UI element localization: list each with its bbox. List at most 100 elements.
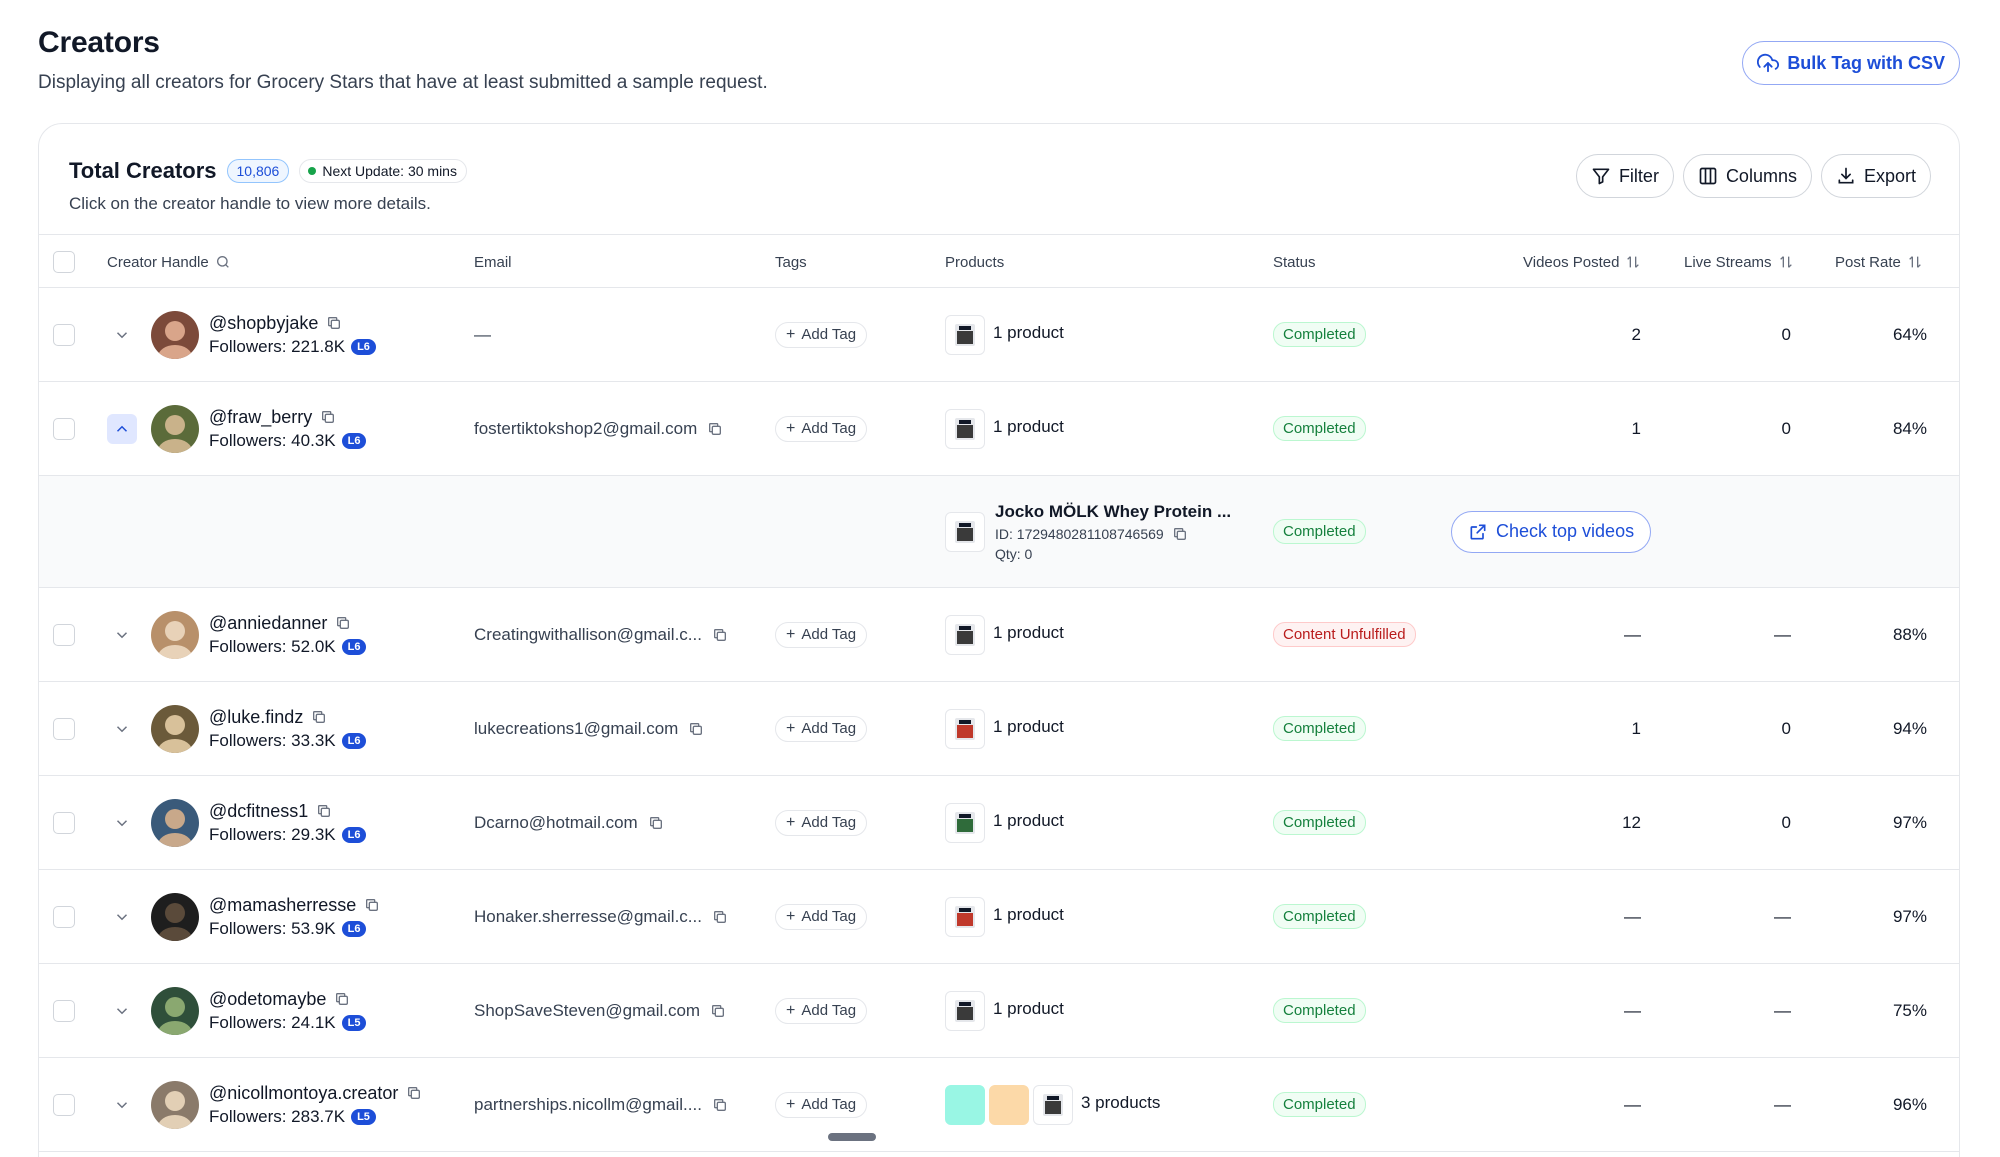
creator-handle-link[interactable]: @fraw_berry <box>209 406 313 427</box>
table-row[interactable]: @fraw_berry Followers: 40.3K L6 fostertikto… <box>39 382 1959 476</box>
row-checkbox[interactable] <box>53 417 75 440</box>
copy-icon[interactable] <box>335 615 351 631</box>
scroll-indicator[interactable] <box>828 1133 876 1141</box>
status-badge: Completed <box>1273 810 1366 835</box>
add-tag-button[interactable]: + Add Tag <box>775 415 868 442</box>
add-tag-button[interactable]: + Add Tag <box>775 621 868 648</box>
products-count[interactable]: 3 products <box>1081 1092 1161 1112</box>
products-count[interactable]: 1 product <box>993 622 1064 642</box>
products-count[interactable]: 1 product <box>993 904 1064 924</box>
avatar <box>151 892 199 941</box>
creators-table: Creator Handle Email Tags Products Statu… <box>39 234 1959 1152</box>
expand-toggle[interactable] <box>107 996 137 1026</box>
followers-count: Followers: 283.7K <box>209 1106 346 1126</box>
avatar <box>151 704 199 753</box>
row-checkbox[interactable] <box>53 323 75 346</box>
copy-icon[interactable] <box>688 721 704 737</box>
copy-icon[interactable] <box>320 409 336 425</box>
check-top-videos-button[interactable]: Check top videos <box>1451 510 1652 553</box>
table-row[interactable]: @odetomaybe Followers: 24.1K L5 ShopSaveSte… <box>39 964 1959 1058</box>
row-checkbox[interactable] <box>53 1093 75 1116</box>
product-thumbnail <box>945 1084 985 1125</box>
products-count[interactable]: 1 product <box>993 810 1064 830</box>
copy-icon[interactable] <box>1172 526 1188 542</box>
copy-icon[interactable] <box>316 803 332 819</box>
table-row[interactable]: @mamasherresse Followers: 53.9K L6 Honaker.… <box>39 870 1959 964</box>
products-count[interactable]: 1 product <box>993 998 1064 1018</box>
creator-handle-link[interactable]: @anniedanner <box>209 612 328 633</box>
products-count[interactable]: 1 product <box>993 322 1064 342</box>
creators-card: Total Creators 10,806 Next Update: 30 mi… <box>38 123 1960 1157</box>
expand-toggle[interactable] <box>107 620 137 650</box>
export-button[interactable]: Export <box>1820 154 1931 198</box>
creator-handle-link[interactable]: @nicollmontoya.creator <box>209 1082 399 1103</box>
videos-posted: 2 <box>1631 324 1641 344</box>
columns-button[interactable]: Columns <box>1682 154 1812 198</box>
avatar <box>151 310 199 359</box>
status-badge: Completed <box>1273 904 1366 929</box>
expand-toggle[interactable] <box>107 714 137 744</box>
copy-icon[interactable] <box>712 1097 728 1113</box>
col-live-streams[interactable]: Live Streams <box>1684 235 1794 289</box>
bulk-tag-csv-button[interactable]: Bulk Tag with CSV <box>1742 41 1960 85</box>
card-hint: Click on the creator handle to view more… <box>69 194 431 213</box>
creator-handle-link[interactable]: @dcfitness1 <box>209 800 309 821</box>
copy-icon[interactable] <box>712 627 728 643</box>
followers-count: Followers: 221.8K <box>209 336 346 356</box>
select-all-checkbox[interactable] <box>53 251 75 273</box>
copy-icon[interactable] <box>326 315 342 331</box>
table-row[interactable]: @shopbyjake Followers: 221.8K L6 — + Add Tag 1… <box>39 288 1959 382</box>
copy-icon[interactable] <box>712 909 728 925</box>
next-update-label: Next Update: 30 mins <box>322 163 457 179</box>
level-badge: L6 <box>351 338 376 355</box>
products-count[interactable]: 1 product <box>993 416 1064 436</box>
copy-icon[interactable] <box>648 815 664 831</box>
table-row[interactable]: @nicollmontoya.creator Followers: 283.7K L… <box>39 1058 1959 1152</box>
add-tag-button[interactable]: + Add Tag <box>775 997 868 1024</box>
row-checkbox[interactable] <box>53 999 75 1022</box>
table-row[interactable]: @anniedanner Followers: 52.0K L6 Creatingwi… <box>39 588 1959 682</box>
expand-toggle[interactable] <box>107 808 137 838</box>
copy-icon[interactable] <box>710 1003 726 1019</box>
add-tag-button[interactable]: + Add Tag <box>775 321 868 348</box>
copy-icon[interactable] <box>311 709 327 725</box>
expand-toggle[interactable] <box>107 320 137 350</box>
status-badge: Content Unfulfilled <box>1273 622 1416 647</box>
products-count[interactable]: 1 product <box>993 716 1064 736</box>
chevron-down-icon <box>116 1101 128 1108</box>
add-tag-button[interactable]: + Add Tag <box>775 809 868 836</box>
add-tag-button[interactable]: + Add Tag <box>775 715 868 742</box>
filter-button[interactable]: Filter <box>1575 154 1674 198</box>
plus-icon: + <box>786 419 796 437</box>
copy-icon[interactable] <box>364 897 380 913</box>
row-checkbox[interactable] <box>53 905 75 928</box>
add-tag-button[interactable]: + Add Tag <box>775 903 868 930</box>
avatar <box>151 404 199 453</box>
row-checkbox[interactable] <box>53 811 75 834</box>
creator-handle-link[interactable]: @odetomaybe <box>209 988 327 1009</box>
level-badge: L5 <box>341 1014 367 1031</box>
row-checkbox[interactable] <box>53 717 75 740</box>
videos-posted: — <box>1624 1000 1641 1020</box>
creator-handle-link[interactable]: @shopbyjake <box>209 312 319 333</box>
copy-icon[interactable] <box>334 991 350 1007</box>
creator-handle-link[interactable]: @luke.findz <box>209 706 304 727</box>
col-creator-handle: Creator Handle <box>107 235 231 289</box>
col-videos-posted[interactable]: Videos Posted <box>1523 235 1641 289</box>
expand-toggle[interactable] <box>107 413 137 444</box>
creator-handle-link[interactable]: @mamasherresse <box>209 894 357 915</box>
col-tags: Tags <box>775 253 807 271</box>
copy-icon[interactable] <box>406 1085 422 1101</box>
table-row[interactable]: @dcfitness1 Followers: 29.3K L6 Dcarno@hotm… <box>39 776 1959 870</box>
expand-toggle[interactable] <box>107 902 137 932</box>
sort-icon <box>1909 256 1921 268</box>
copy-icon[interactable] <box>707 421 723 437</box>
plus-icon: + <box>786 1095 796 1113</box>
table-row[interactable]: @luke.findz Followers: 33.3K L6 lukecreatio… <box>39 682 1959 776</box>
page-header: Creators Displaying all creators for Gro… <box>38 26 768 94</box>
row-checkbox[interactable] <box>53 623 75 646</box>
add-tag-button[interactable]: + Add Tag <box>775 1091 868 1118</box>
col-post-rate[interactable]: Post Rate <box>1835 235 1923 289</box>
expand-toggle[interactable] <box>107 1090 137 1120</box>
search-icon[interactable] <box>215 254 231 270</box>
